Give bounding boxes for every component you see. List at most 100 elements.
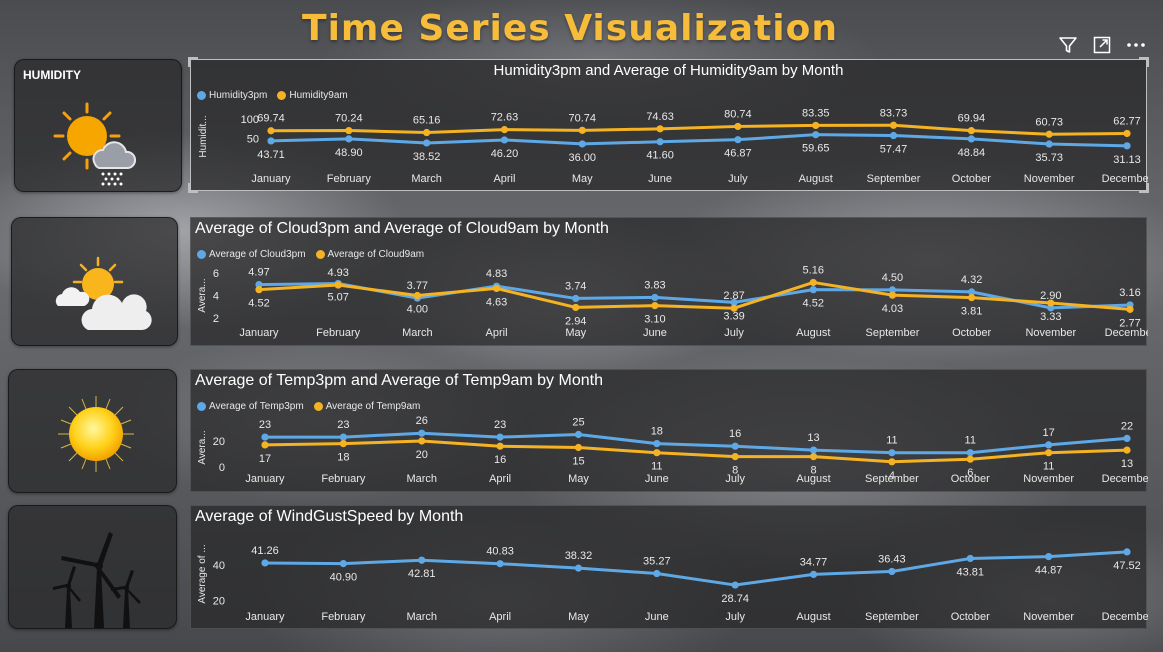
series-line[interactable] xyxy=(265,431,1128,455)
selection-handle[interactable] xyxy=(1139,183,1149,193)
data-point[interactable] xyxy=(888,567,896,576)
data-point[interactable] xyxy=(888,286,897,294)
data-point[interactable] xyxy=(423,128,431,137)
data-point[interactable] xyxy=(423,139,431,147)
data-point[interactable] xyxy=(496,560,504,568)
selection-handle[interactable] xyxy=(188,183,198,193)
data-point[interactable] xyxy=(812,121,820,130)
data-point[interactable] xyxy=(731,442,739,450)
legend-item-humidity3pm[interactable]: Humidity3pm xyxy=(197,90,267,101)
data-point[interactable] xyxy=(1045,449,1053,457)
data-point[interactable] xyxy=(1123,446,1131,454)
data-point[interactable] xyxy=(731,453,739,461)
humidity-chart[interactable]: Humidity3pm and Average of Humidity9am b… xyxy=(188,57,1149,193)
data-point[interactable] xyxy=(578,126,586,134)
data-point[interactable] xyxy=(1045,552,1053,561)
data-point[interactable] xyxy=(1047,299,1055,307)
data-point[interactable] xyxy=(966,455,974,463)
legend-item-temp3pm[interactable]: Average of Temp3pm xyxy=(197,401,304,412)
data-point[interactable] xyxy=(1123,142,1131,150)
data-point[interactable] xyxy=(1126,305,1134,313)
data-point[interactable] xyxy=(500,126,509,134)
data-point[interactable] xyxy=(267,137,275,145)
data-point[interactable] xyxy=(966,554,974,563)
data-point[interactable] xyxy=(1123,129,1131,138)
selection-handle[interactable] xyxy=(1139,57,1149,67)
data-point[interactable] xyxy=(1045,130,1053,138)
data-point[interactable] xyxy=(418,556,426,564)
data-point[interactable] xyxy=(968,294,976,302)
data-point[interactable] xyxy=(345,126,353,135)
data-point[interactable] xyxy=(731,581,739,589)
data-point[interactable] xyxy=(492,284,501,293)
data-point[interactable] xyxy=(578,140,586,148)
legend-item-temp9am[interactable]: Average of Temp9am xyxy=(313,401,420,412)
data-point[interactable] xyxy=(1045,140,1053,148)
selection-handle[interactable] xyxy=(188,57,198,67)
data-point[interactable] xyxy=(656,138,664,146)
data-point[interactable] xyxy=(496,433,504,441)
data-point[interactable] xyxy=(261,559,269,567)
data-point[interactable] xyxy=(734,136,742,144)
data-point[interactable] xyxy=(809,278,817,287)
data-point[interactable] xyxy=(345,135,353,143)
data-point[interactable] xyxy=(656,125,664,133)
expand-icon[interactable] xyxy=(1091,34,1113,56)
data-point[interactable] xyxy=(967,135,975,143)
data-point[interactable] xyxy=(500,136,509,144)
data-point[interactable] xyxy=(888,449,896,457)
data-point[interactable] xyxy=(1123,434,1131,442)
cloud-chart[interactable]: Average of Cloud3pm and Average of Cloud… xyxy=(190,217,1148,346)
data-point[interactable] xyxy=(418,429,426,437)
legend-item-cloud3pm[interactable]: Average of Cloud3pm xyxy=(197,249,306,260)
data-point[interactable] xyxy=(1045,441,1053,449)
data-point[interactable] xyxy=(653,440,661,448)
data-point[interactable] xyxy=(334,281,342,289)
series-line[interactable] xyxy=(258,281,1131,310)
data-point[interactable] xyxy=(413,291,421,300)
data-point[interactable] xyxy=(261,441,269,449)
series-line[interactable] xyxy=(270,123,1128,136)
data-point[interactable] xyxy=(255,286,263,294)
windgust-chart[interactable]: Average of WindGustSpeed by Month Averag… xyxy=(190,505,1148,629)
legend-item-cloud9am[interactable]: Average of Cloud9am xyxy=(315,249,424,260)
data-point[interactable] xyxy=(572,303,580,312)
data-point[interactable] xyxy=(653,449,661,457)
data-point[interactable] xyxy=(967,127,975,135)
data-point[interactable] xyxy=(267,127,275,135)
data-point[interactable] xyxy=(651,302,659,310)
data-point[interactable] xyxy=(339,433,347,441)
data-point[interactable] xyxy=(418,437,426,445)
data-point[interactable] xyxy=(889,121,898,129)
data-point[interactable] xyxy=(809,570,818,579)
data-point[interactable] xyxy=(651,293,659,302)
series-line[interactable] xyxy=(258,280,1131,311)
data-point[interactable] xyxy=(574,564,583,572)
data-point[interactable] xyxy=(339,440,347,448)
data-point[interactable] xyxy=(809,446,818,454)
data-point[interactable] xyxy=(653,569,661,578)
data-point[interactable] xyxy=(339,559,347,568)
data-point[interactable] xyxy=(1123,548,1131,556)
data-point[interactable] xyxy=(574,443,583,452)
data-point[interactable] xyxy=(255,280,263,289)
data-point[interactable] xyxy=(968,288,976,296)
filter-icon[interactable] xyxy=(1057,34,1079,56)
data-point[interactable] xyxy=(572,294,580,303)
data-point[interactable] xyxy=(734,122,742,131)
data-point[interactable] xyxy=(261,433,269,441)
series-line[interactable] xyxy=(270,133,1128,148)
data-point[interactable] xyxy=(889,131,898,140)
data-point[interactable] xyxy=(966,449,974,457)
data-point[interactable] xyxy=(730,298,738,306)
series-line[interactable] xyxy=(264,550,1128,587)
data-point[interactable] xyxy=(574,430,583,439)
data-point[interactable] xyxy=(496,442,504,450)
data-point[interactable] xyxy=(888,291,897,299)
series-line[interactable] xyxy=(264,439,1128,464)
data-point[interactable] xyxy=(888,458,896,466)
legend-item-humidity9am[interactable]: Humidity9am xyxy=(277,90,348,101)
data-point[interactable] xyxy=(809,453,818,461)
more-options-icon[interactable] xyxy=(1125,34,1147,56)
data-point[interactable] xyxy=(730,304,738,312)
